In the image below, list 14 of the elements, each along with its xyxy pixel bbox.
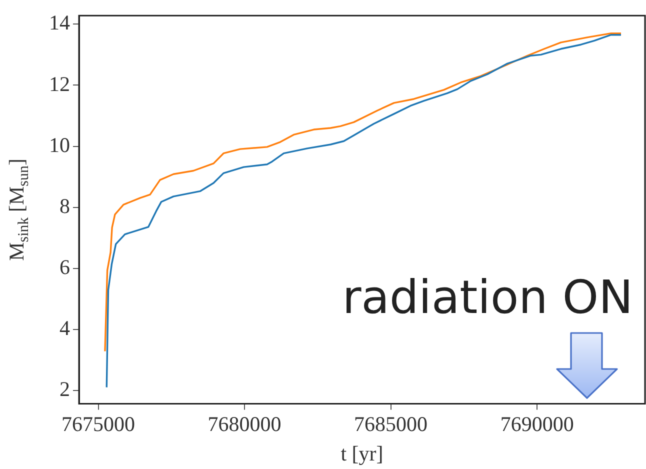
x-tick-label: 7675000: [62, 412, 136, 436]
x-axis-title: t [yr]: [340, 442, 384, 466]
y-tick-label: 12: [49, 72, 70, 96]
annotation: radiation ON: [342, 270, 633, 324]
y-tick-label: 8: [60, 194, 70, 218]
y-tick-label: 4: [60, 316, 70, 340]
y-tick-label: 6: [60, 255, 70, 280]
x-tick-label: 7680000: [208, 412, 282, 436]
y-axis-title: Msink [Msun]: [4, 158, 32, 261]
y-tick-label: 2: [60, 377, 70, 402]
y-tick-label: 10: [49, 132, 70, 157]
x-tick-label: 7690000: [500, 412, 574, 436]
x-tick-label: 7685000: [354, 412, 428, 436]
y-tick-label: 14: [49, 10, 70, 35]
